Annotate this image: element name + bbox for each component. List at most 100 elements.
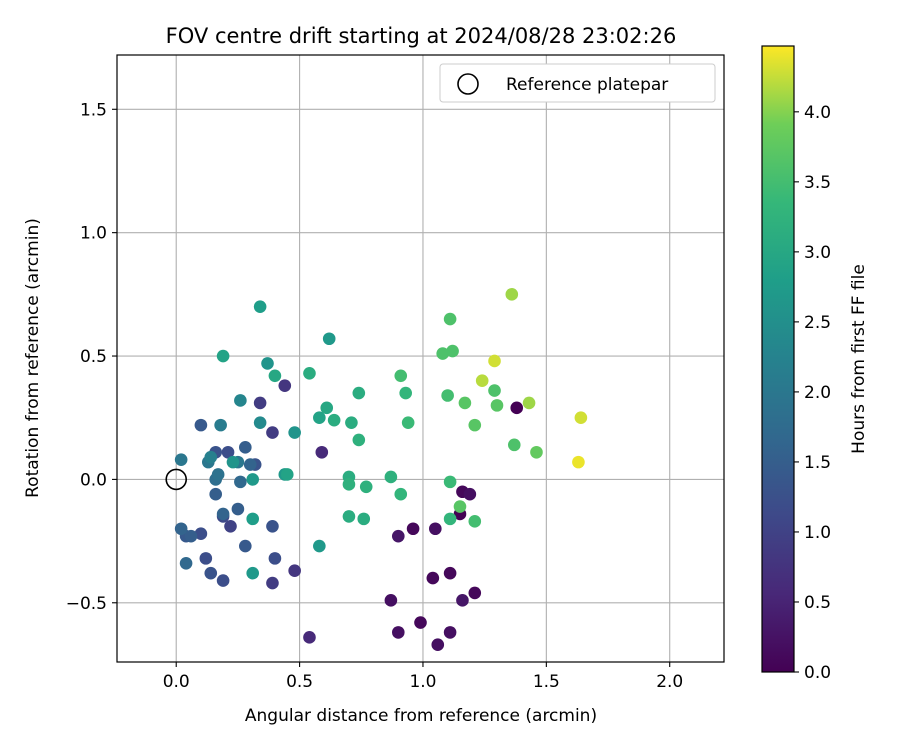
data-point <box>468 515 482 528</box>
data-point <box>488 384 501 397</box>
x-tick-label: 1.0 <box>409 672 436 692</box>
colorbar-tick-label: 4.0 <box>804 103 831 123</box>
data-point <box>253 416 267 429</box>
data-point <box>243 458 257 471</box>
colorbar-frame <box>761 45 795 673</box>
x-tick-label: 0.5 <box>286 672 313 692</box>
colorbar-ticks: 0.0 0.5 1.0 1.5 2.0 2.5 3.0 3.5 4.0 <box>794 103 831 683</box>
data-point <box>234 475 247 489</box>
data-point <box>216 507 230 521</box>
data-point <box>443 626 457 639</box>
data-point <box>194 418 208 432</box>
data-point <box>414 616 427 629</box>
x-tick-label: 1.5 <box>533 672 560 692</box>
data-point <box>214 418 227 432</box>
colorbar-tick-label: 2.0 <box>804 383 831 403</box>
data-point <box>399 386 412 400</box>
colorbar-tick-label: 0.5 <box>804 593 831 613</box>
data-point <box>490 399 504 412</box>
legend-marker-open-circle <box>457 73 479 95</box>
data-point <box>194 527 208 540</box>
data-point <box>572 455 585 469</box>
data-point <box>384 470 398 484</box>
legend-box <box>439 63 716 103</box>
colorbar: 0.0 0.5 1.0 1.5 2.0 2.5 3.0 3.5 4.0 Hours from f… <box>761 45 869 683</box>
data-point <box>359 480 373 494</box>
legend-label: Reference platepar <box>506 75 668 95</box>
data-point <box>266 519 279 533</box>
data-point <box>391 529 405 543</box>
data-point <box>394 487 408 501</box>
data-point <box>216 349 230 363</box>
data-point <box>507 438 521 452</box>
data-point <box>209 487 222 501</box>
data-point <box>522 396 536 410</box>
data-point <box>436 347 450 360</box>
data-point <box>352 386 366 400</box>
data-point <box>443 475 457 489</box>
colorbar-tick-label: 0.0 <box>804 663 831 683</box>
data-point <box>443 312 457 326</box>
y-tick-label: −0.5 <box>66 594 107 614</box>
data-point <box>342 478 356 491</box>
data-point <box>313 539 326 553</box>
data-point <box>505 288 519 301</box>
data-point <box>253 396 267 410</box>
data-point <box>313 411 326 425</box>
data-point <box>246 512 260 526</box>
x-axis-ticks: 0.0 0.5 1.0 1.5 2.0 <box>163 662 683 692</box>
data-point <box>246 473 260 486</box>
data-point <box>199 552 213 565</box>
data-point <box>475 374 489 388</box>
y-axis-ticks: −0.5 0.0 0.5 1.0 1.5 <box>66 100 117 614</box>
reference-platepar-marker <box>165 468 188 491</box>
colorbar-tick-label: 1.0 <box>804 523 831 543</box>
data-point <box>327 413 341 427</box>
data-point <box>226 455 240 469</box>
y-axis-label: Rotation from reference (arcmin) <box>23 218 43 498</box>
x-axis-label: Angular distance from reference (arcmin) <box>245 706 597 726</box>
y-tick-label: 1.0 <box>80 224 107 244</box>
data-point <box>288 564 301 578</box>
data-point <box>221 445 235 459</box>
data-point <box>468 418 482 432</box>
data-point <box>446 344 459 358</box>
x-tick-label: 0.0 <box>163 672 190 692</box>
data-points <box>174 288 588 652</box>
data-point <box>278 379 292 392</box>
data-point <box>441 389 454 402</box>
data-point <box>406 522 420 536</box>
x-tick-label: 2.0 <box>656 672 683 692</box>
y-tick-label: 1.5 <box>80 100 107 120</box>
data-point <box>288 426 301 439</box>
data-point <box>352 433 366 447</box>
plot-frame <box>116 54 725 663</box>
data-point <box>216 574 230 587</box>
y-tick-label: 0.0 <box>80 470 107 490</box>
colorbar-tick-label: 1.5 <box>804 453 831 473</box>
colorbar-label: Hours from first FF file <box>849 264 869 454</box>
data-point <box>574 411 588 425</box>
data-point <box>174 522 188 536</box>
data-point <box>239 539 252 553</box>
data-point <box>384 594 398 607</box>
data-point <box>268 369 282 383</box>
data-point <box>184 529 198 543</box>
data-point <box>510 401 524 415</box>
data-point <box>261 357 274 370</box>
colorbar-tick-label: 3.5 <box>804 173 831 193</box>
data-point <box>322 332 336 346</box>
data-point <box>426 571 440 585</box>
data-point <box>179 557 193 570</box>
data-point <box>204 450 218 464</box>
data-point <box>204 566 218 580</box>
data-point <box>234 394 247 407</box>
data-point <box>268 552 282 565</box>
colorbar-tick-label: 3.0 <box>804 243 831 263</box>
legend: Reference platepar <box>439 63 716 103</box>
data-point <box>468 586 482 600</box>
data-point <box>431 638 445 652</box>
data-point <box>342 510 356 523</box>
data-point <box>443 566 457 580</box>
